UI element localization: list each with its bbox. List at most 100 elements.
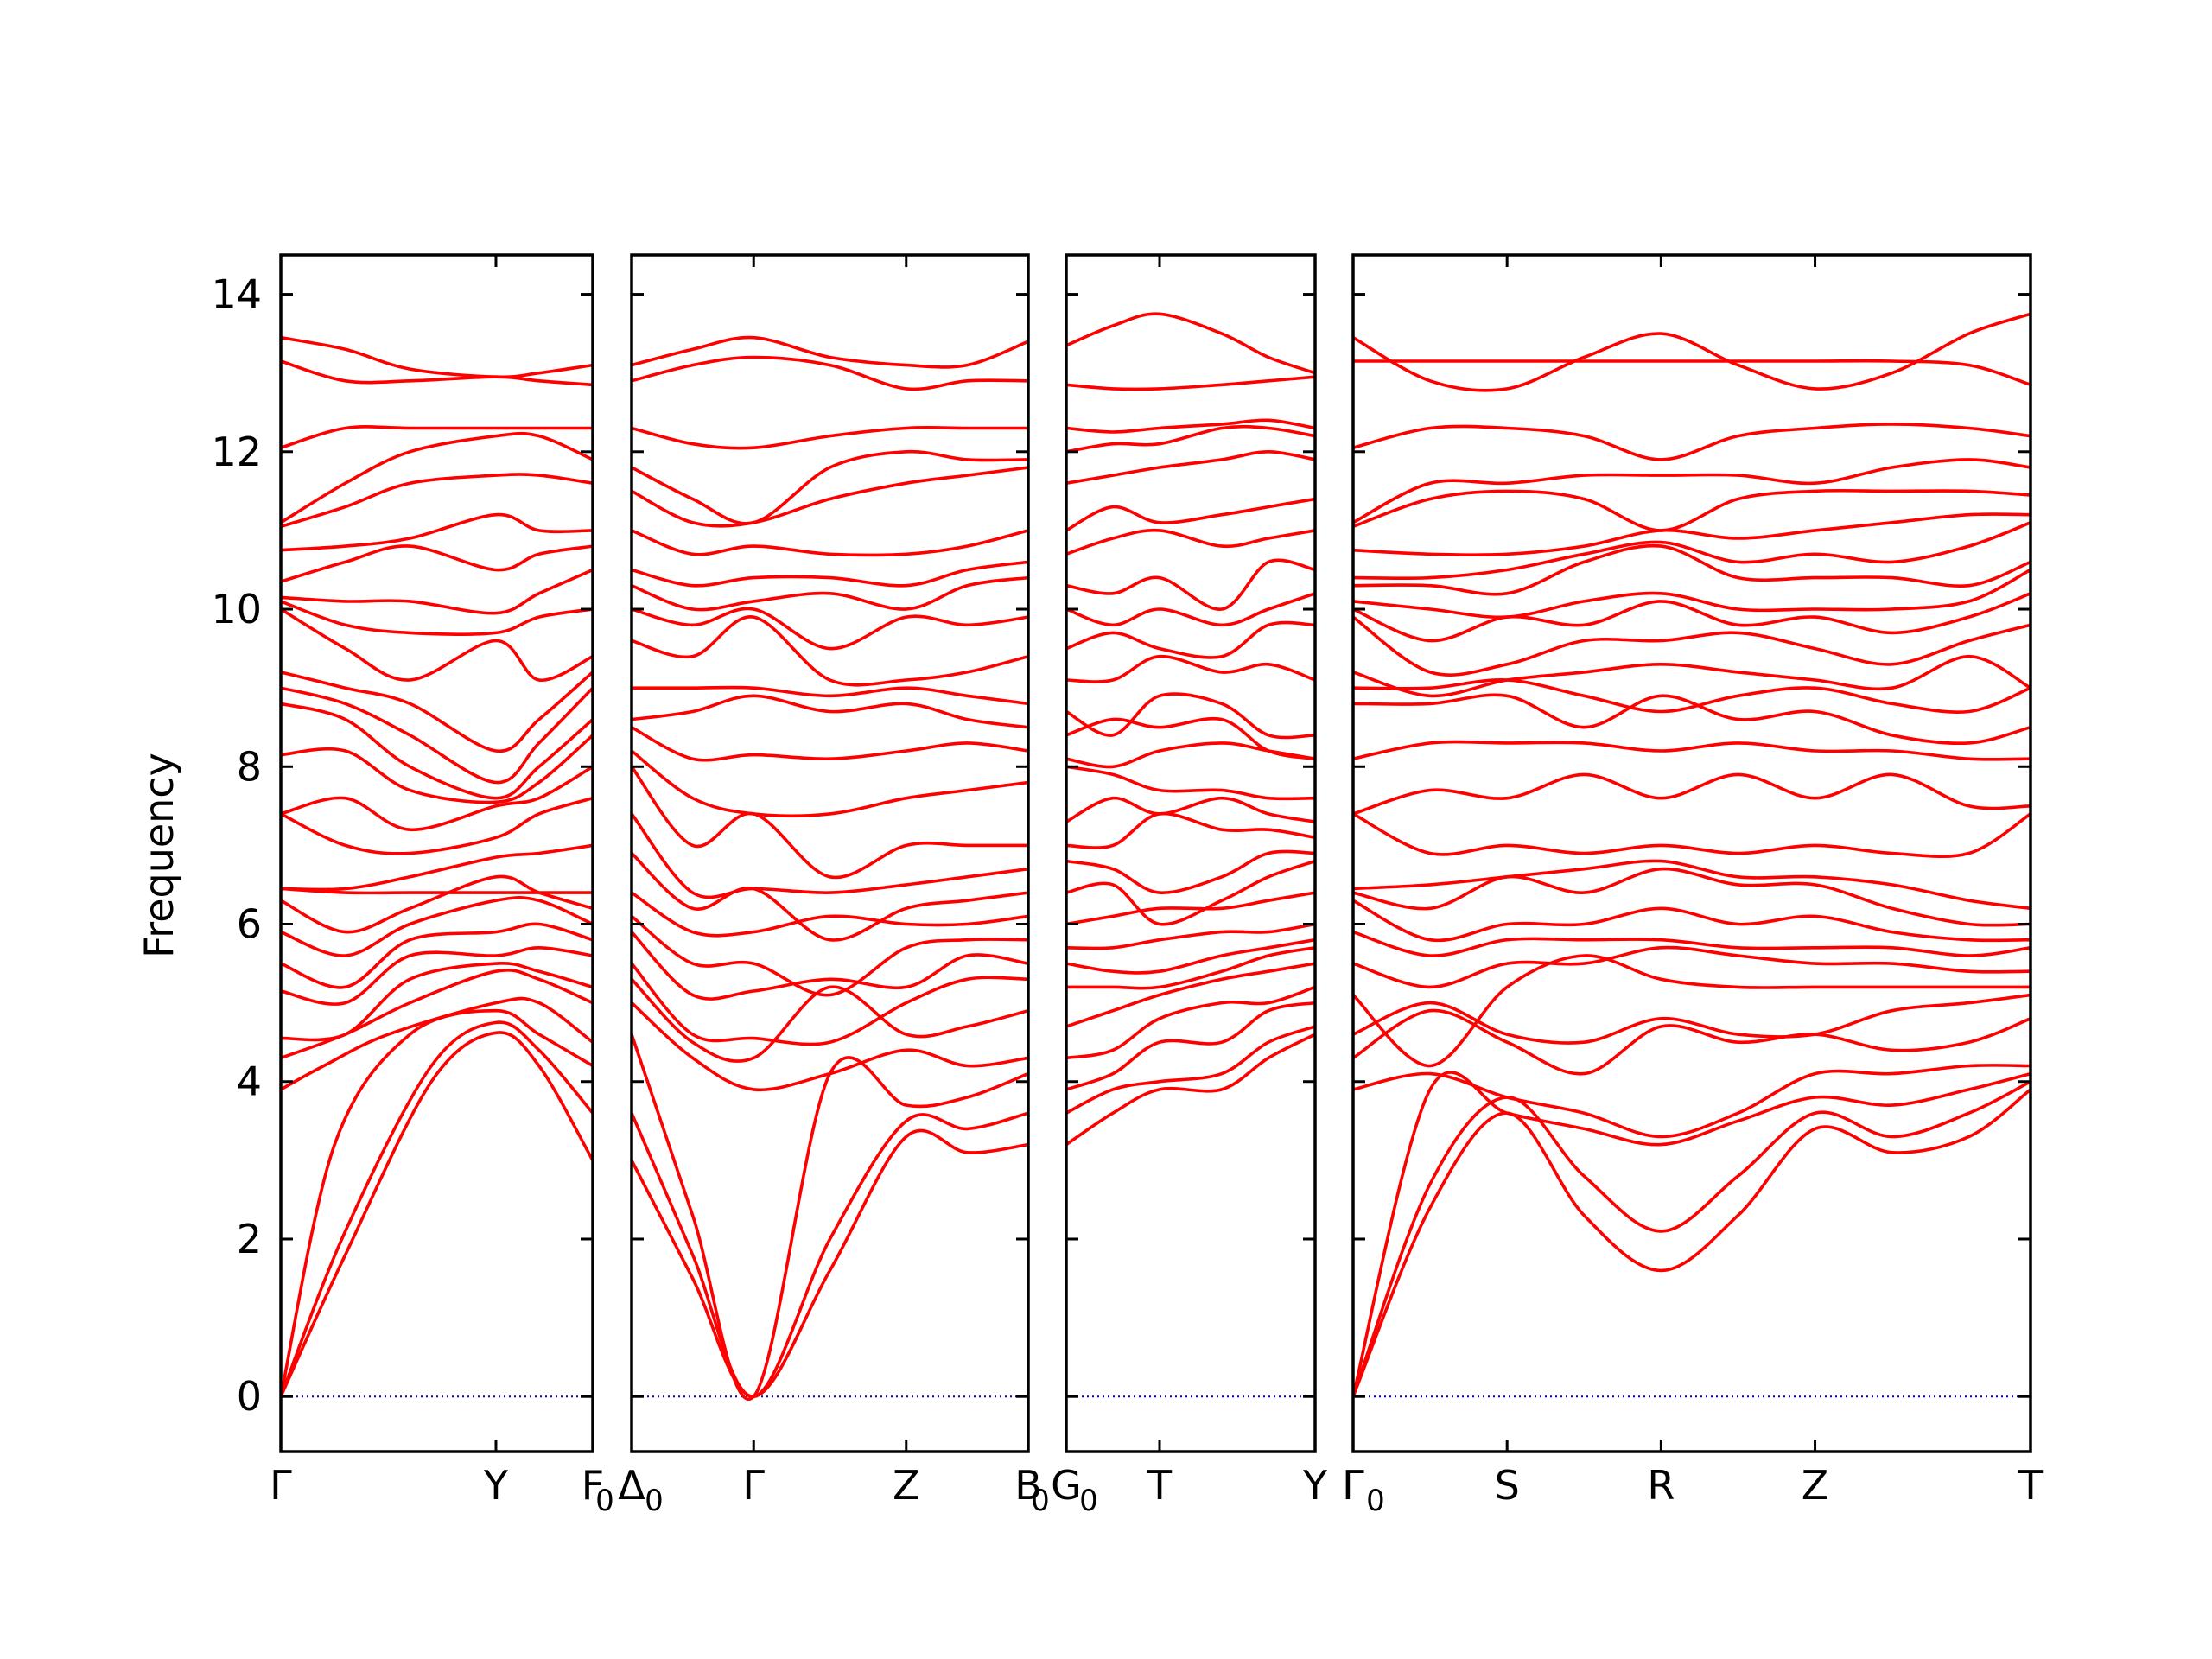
x-tick-label-G: G bbox=[1051, 1462, 1082, 1509]
band-15 bbox=[632, 694, 1028, 729]
x-tick-label-Γ: Γ bbox=[270, 1462, 292, 1509]
band-11 bbox=[632, 812, 1028, 899]
band-19 bbox=[281, 607, 593, 682]
band-27 bbox=[1353, 423, 2031, 461]
band-13 bbox=[281, 796, 593, 855]
y-axis-title-group: Frequency bbox=[136, 753, 182, 958]
x-tick-label-Z: Z bbox=[1802, 1462, 1829, 1509]
x-tick-subscript: 0 bbox=[1031, 1484, 1050, 1518]
band-2 bbox=[1353, 1080, 2031, 1397]
x-tick-label-S: S bbox=[1495, 1462, 1520, 1509]
band-17 bbox=[1353, 678, 2031, 714]
band-17 bbox=[1066, 692, 1315, 740]
band-16 bbox=[1353, 693, 2031, 745]
band-26 bbox=[281, 425, 593, 449]
band-18 bbox=[281, 671, 593, 753]
band-23 bbox=[1353, 521, 2031, 581]
band-2 bbox=[281, 1020, 593, 1397]
band-1 bbox=[1353, 1088, 2031, 1397]
y-tick-label: 10 bbox=[211, 586, 262, 632]
band-27 bbox=[1066, 375, 1315, 391]
panel-frame bbox=[630, 253, 1030, 1453]
band-26 bbox=[1066, 418, 1315, 434]
band-6 bbox=[632, 962, 1028, 1046]
band-5 bbox=[281, 969, 593, 1060]
band-6 bbox=[1066, 946, 1315, 990]
band-24 bbox=[1353, 512, 2031, 556]
band-15 bbox=[281, 734, 593, 804]
band-14 bbox=[632, 726, 1028, 762]
band-12 bbox=[1066, 811, 1315, 849]
band-10 bbox=[1066, 859, 1315, 926]
band-28 bbox=[281, 335, 593, 379]
band-13 bbox=[632, 749, 1028, 818]
band-7 bbox=[1353, 954, 2031, 1068]
band-1 bbox=[1066, 1033, 1315, 1147]
band-10 bbox=[1353, 899, 2031, 943]
band-28 bbox=[1066, 312, 1315, 375]
panel-2: Δ 0 Γ Z B0 bbox=[618, 253, 1050, 1518]
band-8 bbox=[1353, 945, 2031, 989]
x-tick-label-Y: Y bbox=[483, 1462, 509, 1509]
band-16 bbox=[1066, 716, 1315, 760]
band-17 bbox=[281, 686, 593, 785]
band-20 bbox=[632, 560, 1028, 588]
band-24 bbox=[1066, 450, 1315, 485]
band-4 bbox=[1353, 1064, 2031, 1139]
panel-frame bbox=[1351, 253, 2032, 1453]
band-21 bbox=[281, 568, 593, 615]
band-lines bbox=[281, 335, 593, 1397]
band-12 bbox=[632, 766, 1028, 880]
band-7 bbox=[281, 946, 593, 1006]
band-18 bbox=[1066, 654, 1315, 683]
band-6 bbox=[281, 962, 593, 1042]
band-8 bbox=[1066, 922, 1315, 950]
band-7 bbox=[632, 931, 1028, 1001]
band-1 bbox=[632, 1128, 1028, 1399]
band-25 bbox=[1353, 488, 2031, 532]
panel-frame bbox=[1065, 253, 1317, 1453]
x-tick-label-T: T bbox=[2018, 1462, 2044, 1509]
y-tick-label: 6 bbox=[237, 901, 262, 948]
band-25 bbox=[632, 355, 1028, 391]
band-7 bbox=[1066, 938, 1315, 975]
band-24 bbox=[632, 425, 1028, 450]
band-11 bbox=[281, 887, 593, 895]
band-12 bbox=[281, 843, 593, 892]
band-9 bbox=[281, 895, 593, 957]
band-8 bbox=[281, 922, 593, 989]
band-25 bbox=[281, 431, 593, 524]
band-14 bbox=[1353, 772, 2031, 816]
band-19 bbox=[1353, 615, 2031, 677]
band-13 bbox=[1353, 812, 2031, 859]
band-21 bbox=[1353, 568, 2031, 620]
band-15 bbox=[1353, 740, 2031, 761]
x-tick-subscript: 0 bbox=[595, 1484, 614, 1518]
band-11 bbox=[1066, 849, 1315, 894]
band-24 bbox=[281, 473, 593, 529]
band-17 bbox=[632, 615, 1028, 687]
band-5 bbox=[1066, 962, 1315, 1028]
band-2 bbox=[1066, 1025, 1315, 1115]
band-23 bbox=[632, 449, 1028, 525]
band-lines bbox=[1066, 312, 1315, 1147]
band-18 bbox=[632, 607, 1028, 651]
band-20 bbox=[1066, 592, 1315, 627]
band-9 bbox=[1353, 930, 2031, 957]
band-21 bbox=[1066, 558, 1315, 611]
band-3 bbox=[632, 1033, 1028, 1401]
band-3 bbox=[281, 1008, 593, 1397]
band-22 bbox=[281, 544, 593, 583]
band-14 bbox=[281, 765, 593, 832]
band-9 bbox=[1066, 891, 1315, 926]
band-3 bbox=[1066, 1001, 1315, 1091]
band-22 bbox=[1066, 528, 1315, 556]
band-18 bbox=[1353, 654, 2031, 698]
band-4 bbox=[281, 996, 593, 1091]
y-tick-label: 0 bbox=[237, 1373, 262, 1420]
band-20 bbox=[281, 600, 593, 636]
band-10 bbox=[632, 852, 1028, 942]
x-tick-subscript: 0 bbox=[1079, 1484, 1098, 1518]
